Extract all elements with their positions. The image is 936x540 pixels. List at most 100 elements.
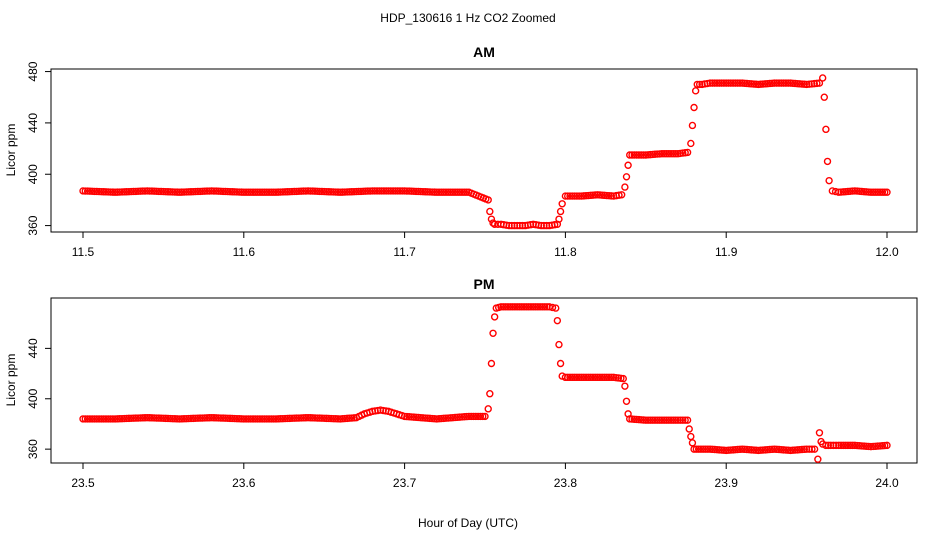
data-point [511, 303, 519, 311]
data-point [212, 414, 220, 422]
data-point [184, 188, 193, 196]
data-point [566, 373, 574, 382]
data-point [660, 150, 668, 158]
data-point [178, 188, 186, 196]
data-point [699, 445, 707, 453]
data-point [318, 187, 326, 196]
data-point [685, 425, 693, 433]
data-point [150, 414, 158, 422]
data-point [433, 188, 441, 196]
data-point [570, 192, 579, 200]
x-tick-label: 23.6 [232, 476, 256, 490]
data-point [628, 151, 636, 159]
data-point [593, 373, 602, 382]
data-point [224, 414, 232, 422]
plot-frame-am [50, 68, 918, 233]
data-point [770, 79, 779, 87]
y-tick-label: 480 [26, 61, 40, 81]
data-point [322, 187, 331, 196]
data-point [226, 414, 234, 423]
data-point [825, 176, 833, 185]
data-point [127, 187, 135, 196]
data-point [499, 303, 508, 311]
data-point [214, 187, 223, 195]
x-tick-label: 23.9 [715, 476, 739, 490]
data-point [589, 373, 597, 382]
data-point [311, 414, 319, 422]
data-point [246, 188, 255, 196]
data-point [189, 187, 197, 196]
data-point [558, 200, 566, 208]
data-point [487, 359, 496, 368]
data-point [148, 187, 156, 195]
data-point [111, 188, 119, 196]
data-point [83, 187, 92, 195]
data-point [693, 80, 701, 89]
data-point [327, 414, 335, 423]
data-point [552, 304, 560, 312]
data-point [465, 412, 473, 421]
x-tick-label: 23.7 [393, 476, 417, 490]
x-ticks-pm: 23.5 23.6 23.7 23.8 23.9 24.0 [71, 463, 899, 490]
data-point [561, 373, 570, 382]
data-point [486, 207, 494, 216]
data-point [292, 187, 301, 196]
data-point [384, 187, 393, 195]
data-point [573, 192, 581, 200]
x-tick-label: 12.0 [875, 245, 899, 259]
data-point [175, 415, 184, 423]
data-point [522, 303, 531, 311]
x-tick-label: 11.7 [393, 245, 416, 259]
data-point [439, 188, 448, 196]
data-point [97, 187, 106, 196]
data-point [813, 79, 821, 88]
data-point [814, 455, 822, 463]
data-point [490, 313, 499, 321]
data-point [276, 188, 285, 196]
y-axis-label-pm: Licor ppm [4, 354, 18, 407]
data-point [129, 414, 138, 422]
data-point [622, 397, 631, 405]
data-point [713, 79, 721, 87]
data-point [116, 415, 124, 423]
data-point [357, 187, 365, 196]
data-point [708, 79, 717, 87]
data-point [676, 416, 685, 424]
y-ticks-pm: 360 400 440 [26, 338, 51, 459]
data-point [839, 441, 848, 450]
data-point [104, 415, 112, 423]
data-point [462, 188, 471, 196]
data-point [311, 187, 319, 195]
data-point [221, 187, 230, 196]
data-point [168, 188, 177, 196]
data-point [196, 414, 204, 422]
data-point [148, 414, 156, 422]
data-point [233, 188, 241, 196]
data-point [244, 415, 253, 423]
data-point [556, 359, 565, 368]
data-point [334, 415, 342, 423]
data-point [219, 414, 227, 422]
data-point [256, 188, 264, 196]
data-point [442, 188, 450, 196]
panel-pm: PM Licor ppm 23.5 23.6 23.7 23.8 23.9 24.0 36… [4, 276, 918, 490]
data-point [224, 187, 232, 196]
data-point [164, 414, 172, 423]
panel-title-am: AM [473, 44, 495, 60]
data-point [550, 221, 559, 229]
data-point [141, 414, 149, 422]
data-point [304, 187, 312, 195]
data-points-pm [79, 303, 891, 463]
data-point [815, 429, 824, 437]
data-point [244, 188, 253, 196]
data-point [320, 187, 328, 196]
data-point [779, 79, 788, 87]
data-point [203, 414, 211, 422]
data-point [607, 373, 616, 382]
data-point [368, 187, 377, 195]
data-point [669, 416, 678, 424]
data-point [474, 412, 482, 421]
data-point [655, 416, 664, 424]
data-point [660, 416, 668, 424]
data-point [253, 188, 262, 196]
